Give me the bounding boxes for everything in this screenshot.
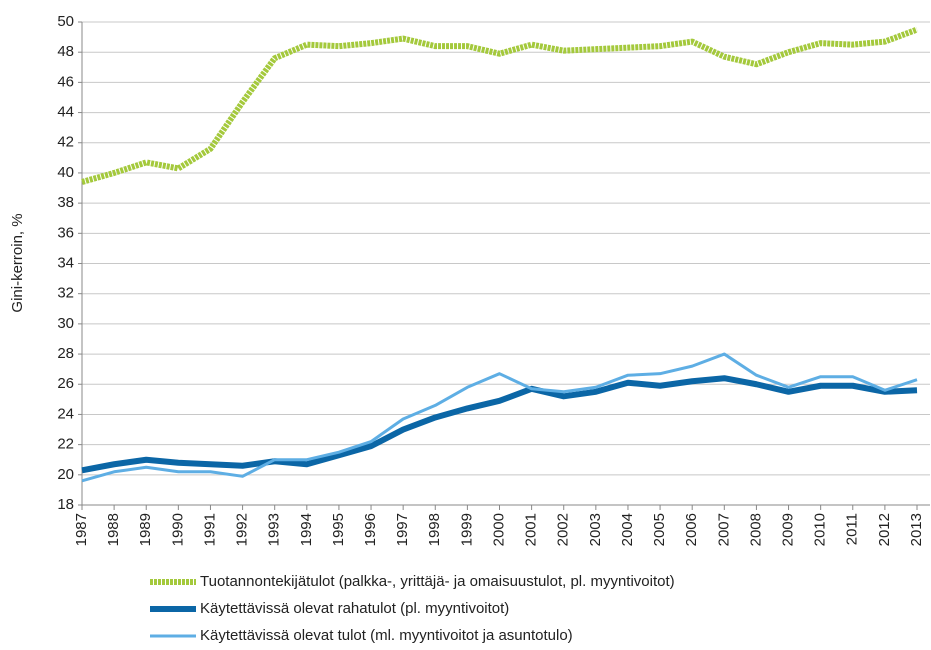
x-tick-label: 1991 (201, 513, 218, 546)
x-tick-label: 1995 (330, 513, 347, 546)
y-tick-label: 38 (57, 194, 74, 211)
y-tick-label: 32 (57, 285, 74, 302)
y-tick-label: 34 (57, 254, 74, 271)
y-tick-label: 18 (57, 496, 74, 513)
x-tick-label: 2002 (555, 513, 572, 546)
y-tick-label: 20 (57, 466, 74, 483)
x-tick-label: 1989 (137, 513, 154, 546)
x-tick-label: 2013 (908, 513, 925, 546)
y-tick-label: 42 (57, 134, 74, 151)
y-tick-label: 24 (57, 405, 74, 422)
x-tick-label: 2007 (715, 513, 732, 546)
x-tick-label: 1987 (73, 513, 90, 546)
x-tick-label: 1993 (266, 513, 283, 546)
y-tick-label: 36 (57, 224, 74, 241)
y-tick-label: 28 (57, 345, 74, 362)
y-tick-label: 22 (57, 436, 74, 453)
legend-label: Tuotannontekijätulot (palkka-, yrittäjä-… (200, 573, 675, 590)
x-tick-label: 2000 (490, 513, 507, 546)
legend-label: Käytettävissä olevat rahatulot (pl. myyn… (200, 600, 509, 617)
x-tick-label: 2003 (587, 513, 604, 546)
y-axis-label: Gini-kerroin, % (9, 213, 26, 312)
series-line (81, 26, 919, 185)
x-tick-label: 2001 (523, 513, 540, 546)
x-tick-label: 1996 (362, 513, 379, 546)
y-tick-label: 46 (57, 73, 74, 90)
x-tick-label: 1998 (426, 513, 443, 546)
x-tick-label: 2011 (844, 513, 861, 545)
y-tick-label: 44 (57, 104, 74, 121)
x-tick-label: 1992 (234, 513, 251, 546)
x-tick-label: 2012 (876, 513, 893, 546)
x-tick-label: 2004 (619, 513, 636, 546)
legend-label: Käytettävissä olevat tulot (ml. myyntivo… (200, 627, 573, 644)
y-tick-label: 48 (57, 43, 74, 60)
series-line (81, 375, 918, 474)
x-tick-label: 1999 (458, 513, 475, 546)
y-tick-label: 30 (57, 315, 74, 332)
x-tick-label: 1988 (105, 513, 122, 546)
x-tick-label: 2009 (780, 513, 797, 546)
y-tick-label: 26 (57, 375, 74, 392)
y-tick-label: 50 (57, 13, 74, 30)
x-tick-label: 2008 (747, 513, 764, 546)
x-tick-label: 2005 (651, 513, 668, 546)
y-tick-label: 40 (57, 164, 74, 181)
x-tick-label: 2010 (812, 513, 829, 546)
series-line (81, 352, 918, 483)
x-tick-label: 2006 (683, 513, 700, 546)
x-tick-label: 1997 (394, 513, 411, 546)
x-tick-label: 1994 (298, 513, 315, 546)
x-tick-label: 1990 (169, 513, 186, 546)
